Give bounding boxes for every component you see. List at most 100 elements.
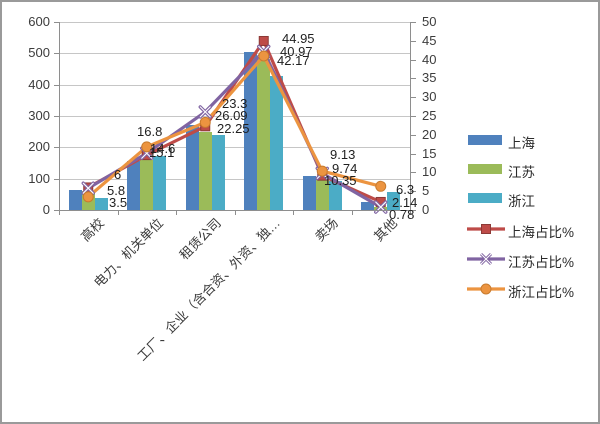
category-axis-tick [176, 210, 177, 215]
marker-square-上海占比%[interactable] [258, 35, 269, 46]
marker-x-core-江苏占比% [258, 45, 270, 57]
category-label: 卖场 [312, 215, 342, 245]
category-axis-tick [293, 210, 294, 215]
left-axis-tick [54, 84, 59, 86]
right-axis-tick-label: 30 [422, 89, 437, 105]
left-axis-tick-label: 200 [28, 139, 50, 155]
legend-swatch-江苏 [468, 164, 502, 174]
marker-square-上海占比%[interactable] [375, 196, 386, 207]
left-axis-tick [54, 53, 59, 55]
right-axis-tick [411, 172, 416, 174]
right-axis-tick [411, 116, 416, 117]
marker-circle-浙江占比%[interactable] [199, 116, 211, 128]
data-label: 0.78 [389, 207, 415, 222]
legend-label-上海: 上海 [508, 136, 535, 151]
right-axis-tick [411, 153, 416, 155]
left-axis-tick [54, 178, 59, 180]
data-label: 42.17 [277, 53, 310, 68]
bar-上海-2[interactable] [127, 161, 141, 210]
legend-swatch-浙江 [468, 193, 502, 203]
left-axis-tick-label: 300 [28, 108, 50, 123]
legend-swatch-上海占比% [467, 224, 505, 234]
left-axis-tick-label: 100 [28, 170, 50, 186]
legend-item-上海[interactable]: 上海 [466, 130, 598, 151]
right-axis-tick [411, 22, 416, 23]
right-axis-tick [411, 134, 416, 136]
legend-swatch-浙江占比% [467, 283, 505, 295]
data-label: 16.8 [137, 124, 163, 139]
marker-x-江苏占比%[interactable] [257, 44, 271, 59]
legend-item-江苏[interactable]: 江苏 [466, 159, 598, 180]
right-axis-tick-label: 0 [422, 202, 430, 217]
right-axis-tick-label: 45 [422, 32, 437, 48]
left-axis-tick [54, 22, 59, 23]
category-axis-tick [59, 210, 60, 215]
right-axis-tick [411, 59, 416, 61]
bar-上海-6[interactable] [361, 202, 375, 210]
data-label: 9.13 [330, 147, 356, 162]
right-axis-tick [411, 97, 416, 99]
left-axis-tick [54, 210, 59, 211]
legend-label-浙江: 浙江 [508, 194, 535, 209]
data-label: 15.1 [149, 145, 175, 160]
data-label: 6.3 [396, 182, 415, 197]
right-axis-tick-label: 50 [422, 14, 437, 29]
marker-square-上海占比%[interactable] [200, 121, 211, 132]
bar-浙江-4[interactable] [270, 75, 284, 210]
gridline [59, 147, 410, 149]
left-axis-tick [54, 147, 59, 149]
right-axis-line [410, 22, 411, 210]
right-axis-tick-label: 35 [422, 70, 437, 86]
legend-swatch-江苏占比% [467, 252, 505, 266]
bar-上海-1[interactable] [68, 189, 82, 210]
legend-item-江苏占比%[interactable]: 江苏占比% [466, 249, 598, 270]
gridline [59, 22, 410, 23]
legend-item-浙江[interactable]: 浙江 [466, 188, 598, 209]
data-label: 9.74 [332, 161, 358, 176]
left-axis-tick-label: 500 [28, 45, 50, 61]
right-axis-tick [411, 191, 416, 193]
data-label: 3.5 [109, 195, 128, 210]
legend-label-上海占比%: 上海占比% [508, 225, 575, 240]
category-label: 高校 [78, 215, 108, 245]
marker-circle-浙江占比%[interactable] [375, 180, 387, 192]
bar-江苏-1[interactable] [81, 191, 95, 210]
right-axis-tick [411, 210, 416, 211]
left-axis-tick-label: 0 [42, 202, 50, 217]
legend-label-江苏: 江苏 [508, 165, 535, 180]
bar-江苏-4[interactable] [257, 58, 271, 210]
bar-浙江-2[interactable] [153, 156, 167, 210]
right-axis-tick-label: 10 [422, 164, 437, 180]
legend-label-浙江占比%: 浙江占比% [508, 285, 575, 300]
right-axis-tick [411, 40, 416, 42]
bar-浙江-3[interactable] [211, 135, 225, 210]
category-axis-tick [117, 210, 119, 215]
bar-江苏-3[interactable] [198, 131, 212, 210]
data-label: 22.25 [217, 121, 250, 136]
legend-swatch-上海 [468, 135, 502, 145]
data-label: 14.6 [150, 141, 176, 156]
data-label: 6 [114, 167, 122, 182]
bar-浙江-6[interactable] [387, 192, 401, 210]
data-label: 26.09 [215, 108, 248, 123]
legend-item-浙江占比%[interactable]: 浙江占比% [466, 279, 598, 300]
left-axis-line [59, 22, 60, 210]
bar-浙江-1[interactable] [94, 198, 108, 210]
right-axis-tick [411, 78, 416, 80]
category-axis-tick [410, 210, 411, 215]
right-axis-tick-label: 15 [422, 145, 437, 161]
bar-江苏-2[interactable] [140, 159, 154, 210]
data-label: 5.8 [107, 183, 126, 198]
legend-item-上海占比%[interactable]: 上海占比% [466, 219, 598, 240]
left-axis-tick [54, 116, 59, 117]
data-label: 44.95 [282, 31, 315, 46]
right-axis-tick-label: 20 [422, 126, 437, 142]
right-axis-tick-label: 25 [422, 108, 437, 123]
right-axis-tick-label: 5 [422, 183, 430, 199]
category-label: 租赁公司 [176, 215, 225, 263]
left-axis-tick-label: 400 [28, 76, 50, 92]
gridline [59, 84, 410, 86]
bar-上海-5[interactable] [302, 175, 316, 210]
bar-上海-3[interactable] [185, 125, 199, 210]
